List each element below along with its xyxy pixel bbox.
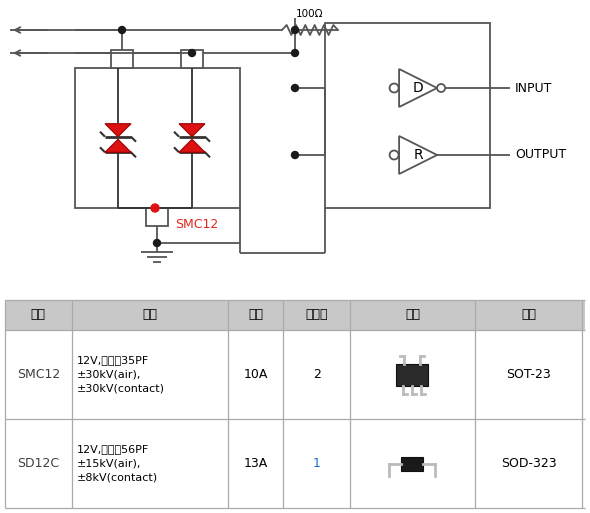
Text: 型号: 型号 <box>31 308 46 322</box>
Circle shape <box>291 85 299 91</box>
Circle shape <box>291 27 299 33</box>
Circle shape <box>389 84 399 92</box>
Circle shape <box>389 150 399 160</box>
FancyBboxPatch shape <box>396 364 428 385</box>
Circle shape <box>291 151 299 159</box>
Text: 描述: 描述 <box>143 308 158 322</box>
Text: SD12C: SD12C <box>17 457 60 470</box>
Text: SMC12: SMC12 <box>17 368 60 381</box>
Circle shape <box>437 84 445 92</box>
Text: 12V,双向，56PF
±15kV(air),
±8kV(contact): 12V,双向，56PF ±15kV(air), ±8kV(contact) <box>77 444 158 483</box>
Polygon shape <box>105 140 131 152</box>
Circle shape <box>151 204 159 212</box>
Polygon shape <box>105 124 131 136</box>
Text: SMC12: SMC12 <box>175 218 218 231</box>
Text: 12V,双向，35PF
±30kV(air),
±30kV(contact): 12V,双向，35PF ±30kV(air), ±30kV(contact) <box>77 356 165 393</box>
Circle shape <box>153 240 160 247</box>
Text: 13A: 13A <box>244 457 268 470</box>
Text: R: R <box>413 148 423 162</box>
Polygon shape <box>399 69 437 107</box>
Bar <box>5 300 585 330</box>
Text: SOD-323: SOD-323 <box>501 457 556 470</box>
FancyBboxPatch shape <box>401 457 424 470</box>
Text: 电流: 电流 <box>248 308 263 322</box>
Text: 10A: 10A <box>244 368 268 381</box>
Text: INPUT: INPUT <box>515 82 552 94</box>
Circle shape <box>291 49 299 56</box>
Text: 外观: 外观 <box>405 308 420 322</box>
Bar <box>181 50 203 68</box>
Bar <box>75 68 240 208</box>
Text: SOT-23: SOT-23 <box>506 368 551 381</box>
Text: 通道数: 通道数 <box>306 308 328 322</box>
Text: 100Ω: 100Ω <box>296 9 324 19</box>
Circle shape <box>188 49 195 56</box>
Circle shape <box>119 27 126 33</box>
Text: 封装: 封装 <box>521 308 536 322</box>
Text: D: D <box>413 81 424 95</box>
Text: OUTPUT: OUTPUT <box>515 148 566 162</box>
Polygon shape <box>179 140 205 152</box>
Text: 1: 1 <box>313 457 321 470</box>
Text: 2: 2 <box>313 368 321 381</box>
Bar <box>111 50 133 68</box>
Bar <box>325 23 490 208</box>
Polygon shape <box>179 124 205 136</box>
Polygon shape <box>399 136 437 174</box>
Bar <box>146 208 168 226</box>
